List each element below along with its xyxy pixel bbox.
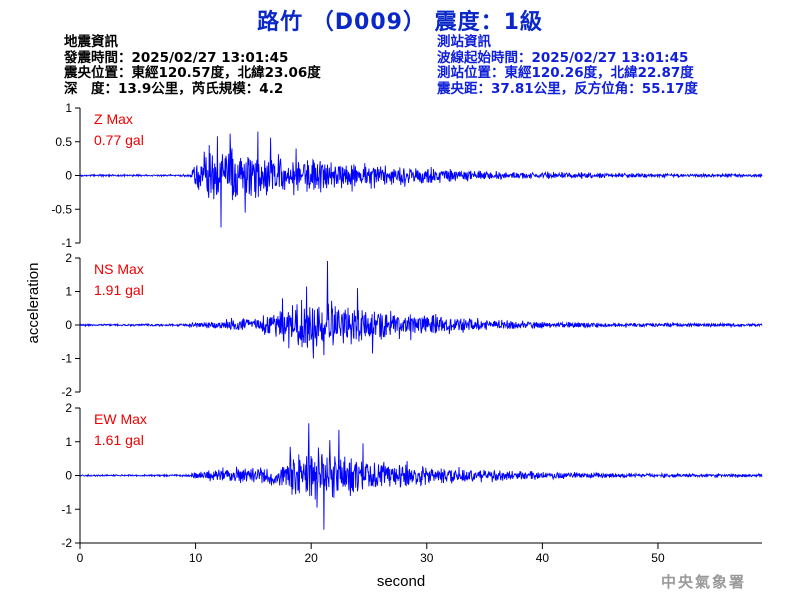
chart-title: 路竹 （D009） 震度：1級 (257, 10, 543, 35)
y-axis-title: acceleration (25, 263, 42, 344)
station-location: 測站位置：東經120.26度，北緯22.87度 (437, 65, 694, 81)
y-tick-label: 1 (65, 435, 72, 449)
x-axis-title: second (377, 573, 425, 590)
waveform-ns (79, 260, 763, 359)
y-tick-label: 2 (65, 401, 72, 415)
wave-start-time: 波線起始時間：2025/02/27 13:01:45 (437, 49, 689, 66)
distance-azimuth: 震央距：37.81公里，反方位角：55.17度 (437, 80, 698, 97)
max-value: 1.61 gal (94, 432, 144, 448)
y-tick-label: -2 (61, 536, 72, 550)
y-tick-label: 1 (65, 101, 72, 115)
max-value: 1.91 gal (94, 282, 144, 298)
x-tick-label: 0 (77, 551, 84, 565)
y-tick-label: 0 (65, 318, 72, 332)
y-tick-label: -1 (61, 352, 72, 366)
waveform-z (79, 131, 763, 228)
station-info-heading: 測站資訊 (437, 34, 491, 50)
y-tick-label: 1 (65, 285, 72, 299)
earthquake-time: 發震時間：2025/02/27 13:01:45 (64, 49, 289, 66)
y-tick-label: 0 (65, 469, 72, 483)
epicenter-location: 震央位置：東經120.57度，北緯23.06度 (64, 65, 321, 81)
max-label: Z Max (94, 111, 133, 127)
x-tick-label: 10 (189, 551, 203, 565)
y-tick-label: 0 (65, 169, 72, 183)
y-tick-label: 0.5 (55, 135, 72, 149)
depth-magnitude: 深 度：13.9公里，芮氏規模：4.2 (64, 80, 284, 97)
max-label: EW Max (94, 411, 147, 427)
y-tick-label: -1 (61, 502, 72, 516)
x-tick-label: 50 (651, 551, 665, 565)
y-tick-label: -0.5 (51, 202, 72, 216)
earthquake-info-heading: 地震資訊 (64, 34, 118, 50)
earthquake-info: 地震資訊 發震時間：2025/02/27 13:01:45 震央位置：東經120… (64, 34, 321, 97)
max-value: 0.77 gal (94, 132, 144, 148)
max-label: NS Max (94, 261, 144, 277)
x-tick-label: 40 (536, 551, 550, 565)
x-tick-label: 30 (420, 551, 434, 565)
y-tick-label: 2 (65, 251, 72, 265)
waveform-ew (79, 423, 763, 530)
y-tick-label: -1 (61, 236, 72, 250)
x-tick-label: 20 (305, 551, 319, 565)
y-tick-label: -2 (61, 385, 72, 399)
cwa-watermark: 中央氣象署 (660, 573, 746, 591)
station-info: 測站資訊 波線起始時間：2025/02/27 13:01:45 測站位置：東經1… (437, 34, 698, 97)
